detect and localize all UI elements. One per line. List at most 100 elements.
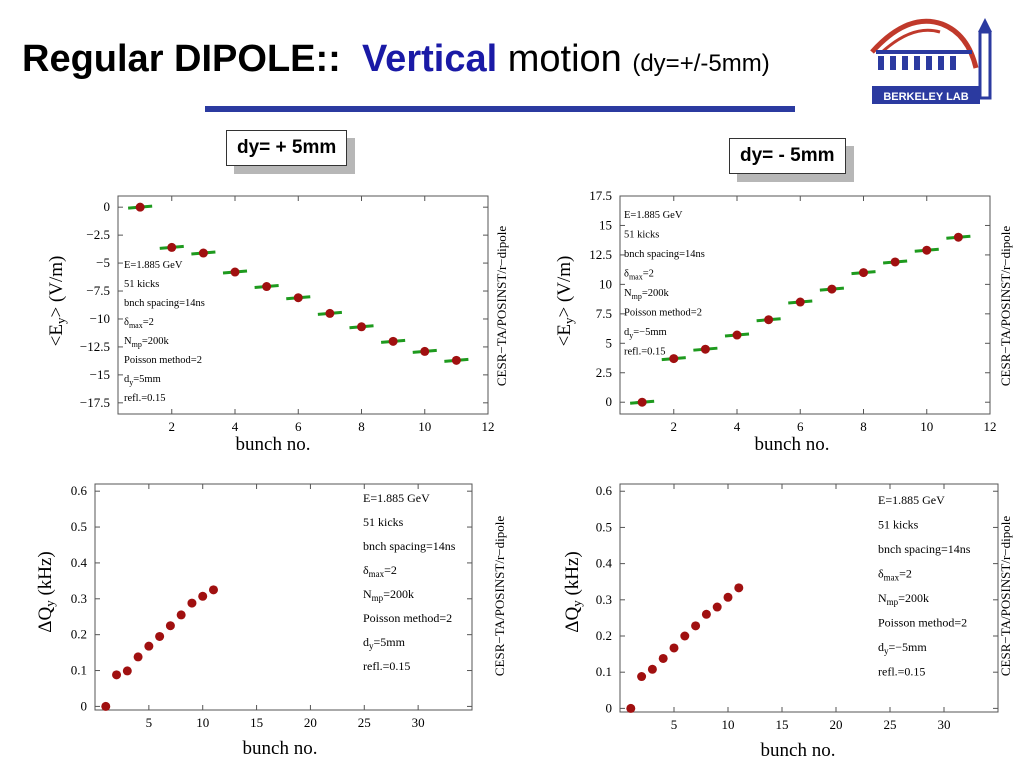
x-tick-label: 20 xyxy=(830,717,843,732)
x-tick-label: 2 xyxy=(169,419,176,434)
x-tick-label: 4 xyxy=(734,419,741,434)
y-tick-label: 0.1 xyxy=(71,663,87,678)
annotation-line: δmax=2 xyxy=(624,269,654,282)
data-point xyxy=(626,703,636,713)
y-tick-label: 0.4 xyxy=(71,555,88,570)
x-axis-label: bunch no. xyxy=(243,738,318,759)
x-tick-label: 30 xyxy=(938,717,951,732)
data-point xyxy=(669,643,679,653)
data-point xyxy=(420,346,430,356)
y-tick-label: 0.3 xyxy=(596,592,612,607)
y-tick-label: 15 xyxy=(599,217,612,232)
berkeley-lab-logo: BERKELEY LAB xyxy=(870,18,992,104)
annotation-line: Poisson method=2 xyxy=(624,308,702,319)
plot-frame xyxy=(619,483,999,713)
data-point xyxy=(176,610,186,620)
annotation-line: Nmp=200k xyxy=(624,288,669,301)
annotation-line: E=1.885 GeV xyxy=(624,210,683,221)
x-axis-label: bunch no. xyxy=(755,434,830,455)
annotation-line: bnch spacing=14ns xyxy=(878,542,971,556)
x-tick-label: 8 xyxy=(860,419,867,434)
data-point xyxy=(658,653,668,663)
x-tick-label: 2 xyxy=(671,419,678,434)
y-tick-label: 2.5 xyxy=(596,365,612,380)
side-label: CESR−TA/POSINST/r−dipole xyxy=(492,516,507,676)
y-tick-label: 12.5 xyxy=(589,247,612,262)
data-point xyxy=(144,641,154,651)
plot-frame xyxy=(117,195,489,415)
annotation-line: Nmp=200k xyxy=(124,336,169,349)
annotation-line: 51 kicks xyxy=(624,230,659,241)
data-point xyxy=(890,257,900,267)
data-point xyxy=(133,652,143,662)
annotation-line: E=1.885 GeV xyxy=(878,493,945,507)
x-tick-label: 12 xyxy=(482,419,495,434)
data-point xyxy=(262,282,272,292)
y-tick-label: 0.3 xyxy=(71,591,87,606)
annotation-line: Poisson method=2 xyxy=(363,611,452,625)
y-tick-label: 0.2 xyxy=(596,628,612,643)
data-point xyxy=(732,330,742,340)
y-tick-label: 0 xyxy=(606,700,613,715)
data-point xyxy=(637,672,647,682)
data-point xyxy=(669,354,679,364)
title-vertical: Vertical xyxy=(361,38,498,80)
chart-dq-dy-minus: 5 10 15 20 25 30 0 0.1 0.2 0.3 0.4 0.5 0.6 E=1.885 Ge… xyxy=(562,483,1013,761)
y-axis-label: ΔQy (kHz) xyxy=(562,551,584,633)
title-underline xyxy=(205,106,795,112)
side-label: CESR−TA/POSINST/r−dipole xyxy=(998,226,1013,386)
annotation-line: 51 kicks xyxy=(878,518,919,532)
data-point xyxy=(712,602,722,612)
y-tick-label: −12.5 xyxy=(80,339,110,354)
x-tick-label: 6 xyxy=(797,419,804,434)
logo-text: BERKELEY LAB xyxy=(883,91,968,103)
x-axis-label: bunch no. xyxy=(236,434,311,455)
y-axis-label: ΔQy (kHz) xyxy=(35,551,57,633)
annotation-line: refl.=0.15 xyxy=(624,347,666,358)
x-axis-label: bunch no. xyxy=(761,740,836,761)
annotation-line: E=1.885 GeV xyxy=(124,260,183,271)
annotation-line: 51 kicks xyxy=(363,515,404,529)
data-point xyxy=(325,308,335,318)
callout-dy-minus: dy= - 5mm xyxy=(729,138,846,174)
x-tick-label: 25 xyxy=(884,717,897,732)
y-tick-label: 0.4 xyxy=(596,556,613,571)
annotation-line: Nmp=200k xyxy=(363,587,414,603)
annotation-line: δmax=2 xyxy=(363,563,397,579)
annotation-line: bnch spacing=14ns xyxy=(363,539,456,553)
x-tick-label: 6 xyxy=(295,419,302,434)
y-tick-label: −7.5 xyxy=(86,283,110,298)
annotation-line: E=1.885 GeV xyxy=(363,491,430,505)
annotation-line: refl.=0.15 xyxy=(878,665,925,679)
data-point xyxy=(451,355,461,365)
data-point xyxy=(165,621,175,631)
data-point xyxy=(647,664,657,674)
data-point xyxy=(723,592,733,602)
y-tick-label: 10 xyxy=(599,276,612,291)
data-point xyxy=(357,322,367,332)
x-tick-label: 15 xyxy=(776,717,789,732)
data-point xyxy=(187,598,197,608)
data-point xyxy=(637,397,647,407)
annotation-line: δmax=2 xyxy=(878,567,912,583)
x-tick-label: 10 xyxy=(722,717,735,732)
x-tick-label: 15 xyxy=(250,715,263,730)
data-point xyxy=(101,701,111,711)
chart-dq-dy-plus: 5 10 15 20 25 30 0 0.1 0.2 0.3 0.4 0.5 0.6 E=1.885 Ge… xyxy=(35,483,507,759)
y-tick-label: −15 xyxy=(90,367,110,382)
data-point xyxy=(135,202,145,212)
title-motion: motion xyxy=(507,38,622,80)
y-tick-label: 0 xyxy=(104,199,111,214)
annotation-line: δmax=2 xyxy=(124,317,154,330)
data-point xyxy=(198,248,208,258)
annotation-line: dy=5mm xyxy=(363,635,406,651)
y-tick-label: 0 xyxy=(81,698,88,713)
side-label: CESR−TA/POSINST/r−dipole xyxy=(998,516,1013,676)
annotation-line: Poisson method=2 xyxy=(124,355,202,366)
x-tick-label: 20 xyxy=(304,715,317,730)
y-tick-label: −2.5 xyxy=(86,227,110,242)
data-point xyxy=(112,670,122,680)
x-tick-label: 10 xyxy=(196,715,209,730)
data-point xyxy=(701,609,711,619)
y-tick-label: 0.1 xyxy=(596,664,612,679)
